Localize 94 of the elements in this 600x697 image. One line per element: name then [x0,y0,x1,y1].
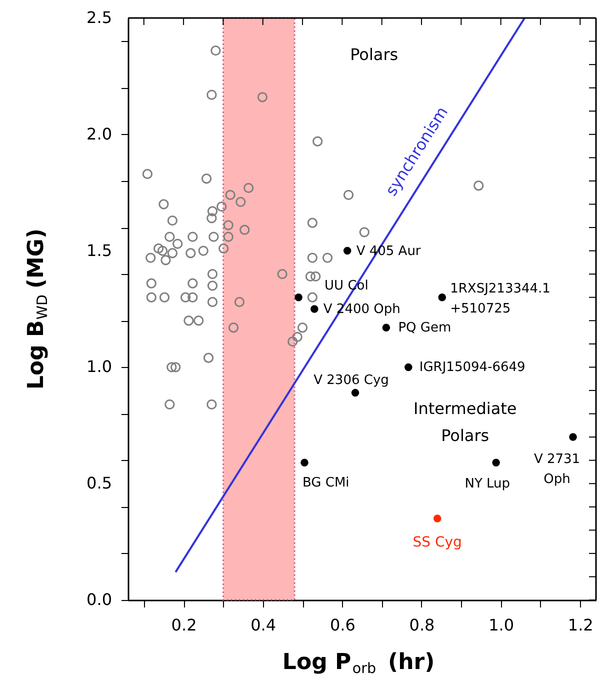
point [307,292,318,302]
point [160,255,171,266]
point [198,246,208,256]
point [186,248,196,258]
point [194,316,204,326]
point [184,316,194,326]
point [207,280,218,291]
point [288,336,298,347]
point [207,296,218,308]
point [438,293,446,302]
point [166,362,177,372]
y-tick-label: 1.0 [86,357,112,376]
point [167,248,178,258]
point [142,168,153,180]
x-tick-label: 1.0 [488,616,514,634]
point [492,458,500,467]
point [158,199,169,210]
annotation: 1RXSJ213344.1 +510725 [450,281,550,316]
point [257,92,268,102]
point [188,292,198,302]
point [206,213,217,224]
annotation: BG CMi [302,476,350,491]
x-tick-label: 0.4 [250,616,276,634]
annotation: PQ Gem [398,320,452,336]
point [188,278,198,288]
point [305,271,316,282]
point [208,232,219,242]
point [146,292,156,302]
point [159,292,170,302]
point [206,399,217,410]
point [153,243,164,254]
point [203,352,214,363]
x-tick-label: 0.6 [330,616,356,634]
point [210,46,221,56]
point [300,458,308,467]
point [569,433,577,441]
annotation: IGRJ15094-6649 [419,360,526,376]
point [157,246,168,256]
point [240,224,250,235]
point [382,324,390,332]
point [228,322,239,333]
y-axis-title: Log BWD (MG) [24,228,51,390]
point [474,180,484,191]
point [223,220,234,230]
point [225,190,236,200]
point [201,174,212,184]
point [164,232,175,242]
point [359,227,370,238]
annotation: V 2731 Oph [534,452,580,488]
point [170,362,181,372]
point [310,271,321,282]
series-label: SS Cyg [412,534,462,551]
point [343,190,354,200]
annotation: Intermediate Polars [414,399,517,446]
point [277,269,288,280]
x-tick-label: 1.2 [568,616,594,634]
annotation: Polars [350,45,398,64]
point [343,246,352,255]
point [312,136,323,146]
y-tick-label: 2.0 [86,124,112,144]
point [236,196,246,207]
point [307,252,318,263]
point [172,238,183,249]
point [167,215,178,226]
y-tick-label: 0.0 [86,590,112,609]
point [207,206,218,216]
point [188,232,198,242]
point [404,363,412,372]
point [297,322,308,333]
x-tick-label: 0.2 [171,616,197,634]
point [146,252,156,263]
point [207,269,218,280]
point [307,218,318,228]
y-tick-label: 2.5 [86,8,112,27]
point [294,293,302,302]
point [223,232,234,242]
point [218,243,229,254]
x-tick-label: 0.8 [409,616,435,634]
point [206,90,217,100]
annotation: NY Lup [464,476,510,492]
y-tick-label: 0.5 [86,474,112,493]
point [216,201,227,212]
annotation: V 2306 Cyg [314,372,389,388]
point [433,514,442,522]
point [243,182,254,194]
point [164,399,175,410]
point [292,332,302,342]
point [322,252,333,263]
point [351,388,360,397]
y-tick-label: 1.5 [86,240,112,260]
point [180,292,191,302]
point [234,296,245,308]
point [146,278,156,288]
point [310,305,318,313]
